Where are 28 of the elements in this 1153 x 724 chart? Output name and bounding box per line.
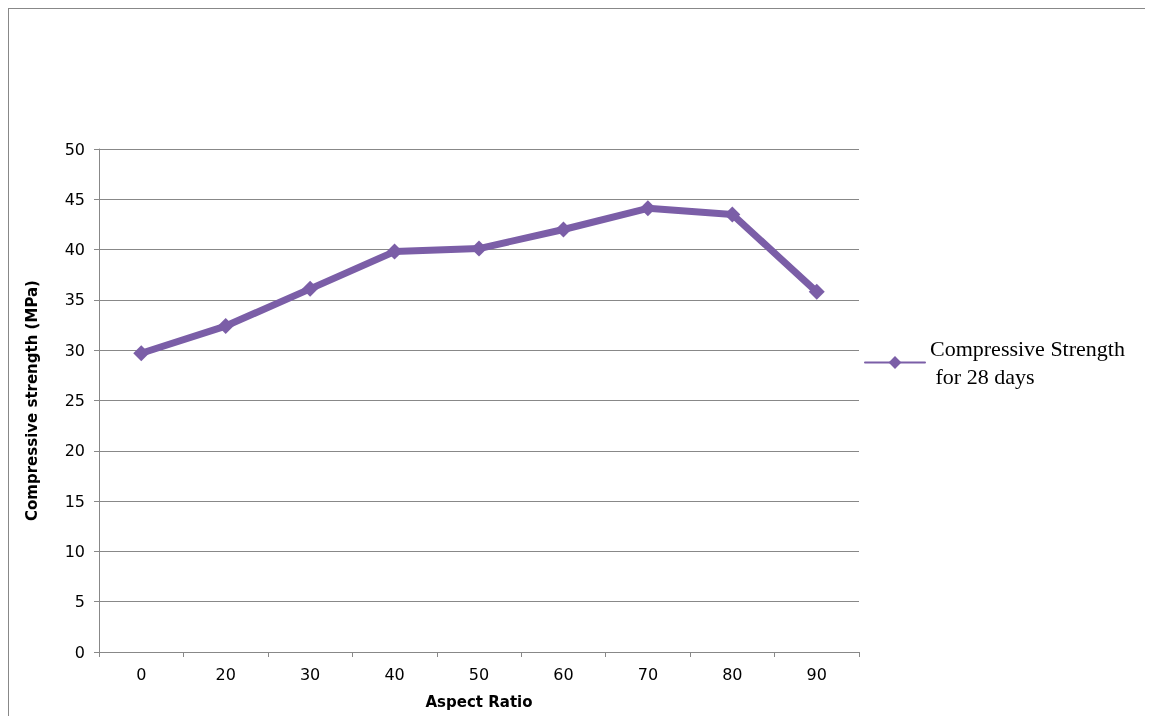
y-tick-label: 15 xyxy=(64,491,85,511)
x-tick-label: 30 xyxy=(299,664,321,684)
point xyxy=(217,318,234,335)
x-tick-label: 80 xyxy=(722,664,743,684)
y-tick-label: 35 xyxy=(64,290,85,310)
x-tick-label: 0 xyxy=(136,664,147,684)
x-tick-label: 50 xyxy=(468,664,490,684)
x-tick-label: 60 xyxy=(553,664,574,684)
y-tick-label: 20 xyxy=(64,441,85,461)
x-tick-label: 20 xyxy=(215,664,236,684)
x-tick-label: 40 xyxy=(384,664,405,684)
y-tick-label: 0 xyxy=(74,642,85,662)
point xyxy=(133,345,150,362)
y-tick-label: 30 xyxy=(64,340,85,360)
legend-label: Compressive Strength for 28 days xyxy=(930,336,1125,389)
x-axis-title: Aspect Ratio xyxy=(425,692,533,711)
y-tick-label: 50 xyxy=(64,139,85,159)
y-tick-label: 5 xyxy=(74,592,85,612)
y-axis-title: Compressive strength (MPa) xyxy=(22,280,41,521)
y-tick-label: 40 xyxy=(64,240,85,260)
point xyxy=(808,283,825,300)
y-tick-label: 45 xyxy=(64,189,85,209)
x-tick-label: 90 xyxy=(806,664,827,684)
point xyxy=(555,221,572,238)
x-tick-label: 70 xyxy=(637,664,659,684)
y-tick-label: 25 xyxy=(64,391,85,410)
point xyxy=(302,280,319,297)
y-tick-label: 10 xyxy=(64,541,85,561)
